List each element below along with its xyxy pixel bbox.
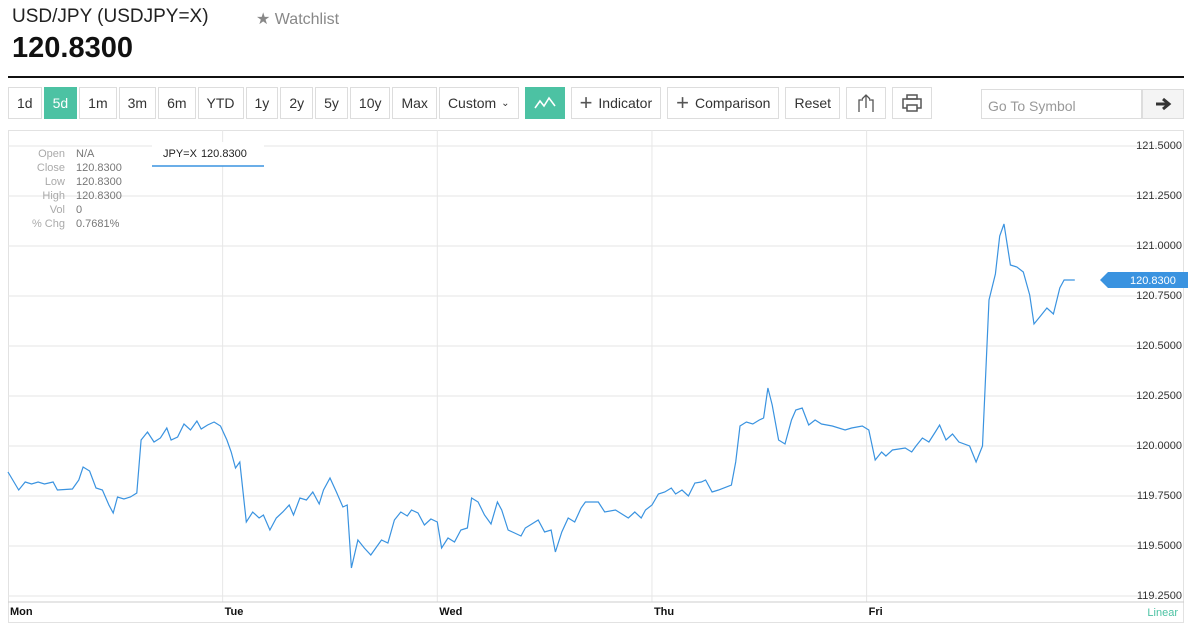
- range-button[interactable]: 5d: [43, 87, 78, 119]
- y-tick-label: 120.2500: [1136, 390, 1182, 402]
- tooltip-text: JPY=X 120.8300: [163, 148, 247, 160]
- comparison-button[interactable]: + Comparison: [667, 87, 780, 119]
- ohlc-value: N/A: [76, 148, 95, 160]
- scale-label: Linear: [1147, 607, 1178, 619]
- custom-button-label: Custom: [447, 95, 497, 111]
- ohlc-value: 120.8300: [76, 190, 122, 202]
- price-line: [7, 223, 1075, 569]
- range-button-label: YTD: [206, 95, 235, 111]
- ohlc-label: Low: [45, 176, 65, 188]
- range-button-label: 1d: [17, 95, 33, 111]
- rule: [8, 76, 1184, 78]
- toolbar: 1d 5d 1m 3m 6m YTD 1y 2y 5y 10y Max Custom ⌄ + Indicat…: [8, 87, 933, 119]
- caret: ⌄: [501, 97, 510, 109]
- print-button[interactable]: [892, 87, 933, 119]
- ohlc-label: % Chg: [32, 218, 65, 230]
- tooltip-series: JPY=X: [163, 148, 198, 160]
- chart-type-button[interactable]: [524, 87, 565, 119]
- range-button[interactable]: 5y: [315, 87, 348, 119]
- price: 120.8300: [12, 32, 133, 64]
- star-icon: ★: [256, 11, 271, 28]
- y-tick-label: 120.0000: [1136, 440, 1182, 452]
- range-button-label: 5y: [324, 95, 339, 111]
- range-button-label: 1m: [88, 95, 108, 111]
- x-tick-label: Fri: [869, 606, 883, 618]
- range-button-label: 3m: [127, 95, 148, 111]
- x-tick-label: Mon: [10, 606, 33, 618]
- x-tick-label: Wed: [439, 606, 462, 618]
- range-button[interactable]: 1m: [79, 87, 117, 119]
- watchlist[interactable]: ★ Watchlist: [256, 9, 339, 29]
- y-tick-label: 119.5000: [1137, 540, 1182, 552]
- range-button-label: 10y: [358, 95, 382, 111]
- range-button[interactable]: 1y: [245, 87, 279, 119]
- chart: 119.2500 119.5000 119.7500 120.0000 120.2500…: [7, 130, 1188, 623]
- range-button[interactable]: Max: [392, 87, 437, 119]
- range-button[interactable]: 10y: [349, 87, 391, 119]
- indicator-button-label: Indicator: [598, 95, 653, 111]
- arrow-icon: [1156, 97, 1172, 111]
- custom-button[interactable]: Custom ⌄: [438, 87, 519, 119]
- reset-button-label: Reset: [794, 95, 832, 111]
- watchlist-label: Watchlist: [274, 11, 340, 28]
- y-tick-label: 121.0000: [1136, 240, 1182, 252]
- go-button[interactable]: [1142, 89, 1184, 119]
- range-button[interactable]: 1d: [8, 87, 42, 119]
- line-icon: [533, 96, 556, 109]
- x-tick-label: Tue: [225, 606, 244, 618]
- range-button-label: 5d: [52, 95, 69, 111]
- range-button-label: 2y: [289, 95, 305, 111]
- price-tag-label: 120.8300: [1130, 275, 1176, 287]
- range-button-label: 6m: [167, 95, 187, 111]
- tooltip-box: [152, 142, 264, 166]
- ohlc-value: 0: [76, 204, 82, 216]
- range-button-label: Max: [401, 95, 428, 111]
- y-tick-label: 121.2500: [1136, 190, 1182, 202]
- range-button[interactable]: 2y: [280, 87, 314, 119]
- share-button[interactable]: [846, 87, 887, 119]
- plus-icon: +: [579, 90, 593, 115]
- tooltip: JPY=X 120.8300: [152, 142, 264, 167]
- ohlc-label: Close: [37, 162, 65, 174]
- range-button-label: 1y: [254, 95, 270, 111]
- ohlc-label: Open: [38, 148, 65, 160]
- ohlc-label: High: [42, 190, 65, 202]
- range-button[interactable]: YTD: [197, 87, 244, 119]
- y-tick-label: 120.5000: [1136, 340, 1182, 352]
- reset-button[interactable]: Reset: [785, 87, 841, 119]
- price-tag: [1100, 272, 1188, 288]
- comparison-button-label: Comparison: [694, 95, 771, 111]
- ohlc-value: 0.7681%: [76, 218, 120, 230]
- y-tick-label: 121.5000: [1136, 140, 1182, 152]
- chart-frame: [8, 130, 1184, 623]
- y-tick-label: 119.2500: [1137, 590, 1182, 602]
- x-tick-label: Thu: [654, 606, 674, 618]
- range-button[interactable]: 6m: [158, 87, 196, 119]
- print-icon: [902, 94, 922, 112]
- indicator-button[interactable]: + Indicator: [570, 87, 662, 119]
- share-icon: [858, 94, 874, 112]
- ohlc-label: Vol: [50, 204, 65, 216]
- symbol-title: USD/JPY (USDJPY=X): [12, 6, 209, 27]
- ohlc-value: 120.8300: [76, 162, 122, 174]
- y-tick-label: 120.7500: [1136, 290, 1182, 302]
- tooltip-value: 120.8300: [201, 148, 247, 160]
- symbol-search[interactable]: Go To Symbol: [981, 89, 1142, 119]
- plus-icon: +: [676, 90, 689, 115]
- ohlc-value: 120.8300: [76, 176, 122, 188]
- y-tick-label: 119.7500: [1137, 490, 1182, 502]
- range-button[interactable]: 3m: [118, 87, 157, 119]
